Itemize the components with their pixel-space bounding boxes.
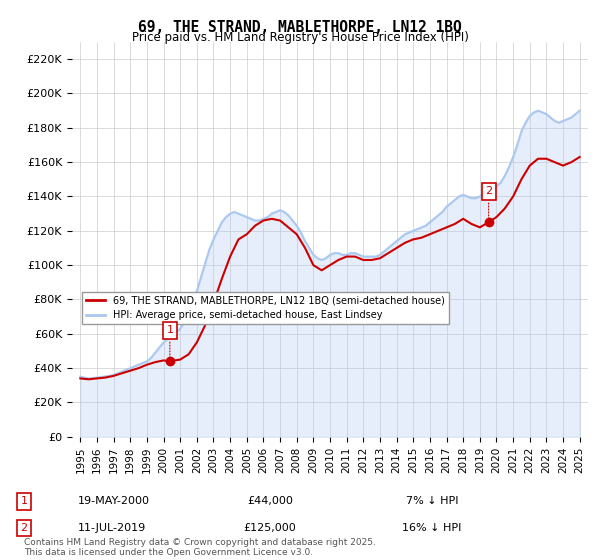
Text: 1: 1 bbox=[20, 496, 28, 506]
Text: 11-JUL-2019: 11-JUL-2019 bbox=[78, 523, 146, 533]
Text: Price paid vs. HM Land Registry's House Price Index (HPI): Price paid vs. HM Land Registry's House … bbox=[131, 31, 469, 44]
Legend: 69, THE STRAND, MABLETHORPE, LN12 1BQ (semi-detached house), HPI: Average price,: 69, THE STRAND, MABLETHORPE, LN12 1BQ (s… bbox=[82, 292, 449, 324]
Text: 7% ↓ HPI: 7% ↓ HPI bbox=[406, 496, 458, 506]
Text: 2: 2 bbox=[485, 186, 492, 220]
Text: 19-MAY-2000: 19-MAY-2000 bbox=[78, 496, 150, 506]
Text: 2: 2 bbox=[20, 523, 28, 533]
Text: £44,000: £44,000 bbox=[247, 496, 293, 506]
Text: 1: 1 bbox=[166, 325, 173, 358]
Text: 69, THE STRAND, MABLETHORPE, LN12 1BQ: 69, THE STRAND, MABLETHORPE, LN12 1BQ bbox=[138, 20, 462, 35]
Text: Contains HM Land Registry data © Crown copyright and database right 2025.
This d: Contains HM Land Registry data © Crown c… bbox=[24, 538, 376, 557]
Text: £125,000: £125,000 bbox=[244, 523, 296, 533]
Text: 16% ↓ HPI: 16% ↓ HPI bbox=[403, 523, 461, 533]
